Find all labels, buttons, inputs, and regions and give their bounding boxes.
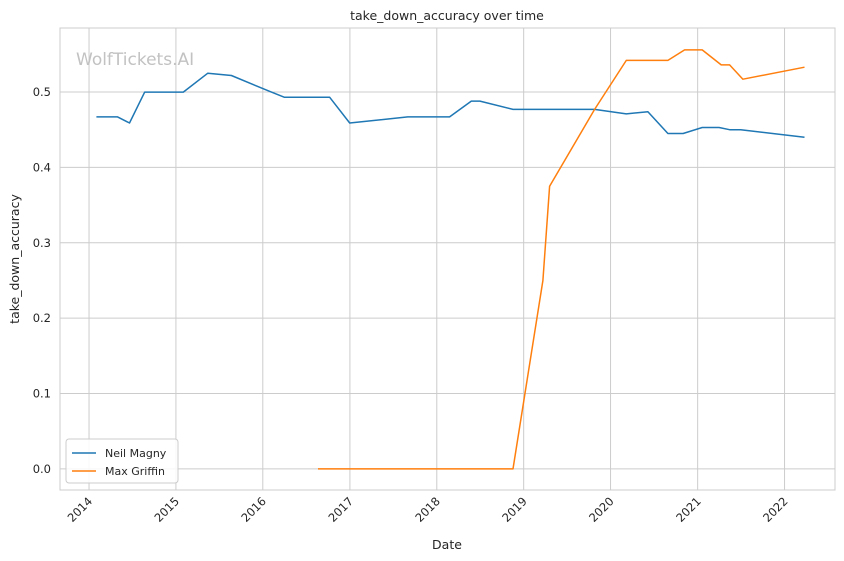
y-tick-label: 0.1 xyxy=(33,387,51,401)
x-tick-label: 2019 xyxy=(499,494,530,525)
x-tick-label: 2016 xyxy=(238,494,269,525)
chart-title: take_down_accuracy over time xyxy=(350,8,544,23)
legend-label: Neil Magny xyxy=(105,447,167,460)
y-tick-label: 0.5 xyxy=(33,85,51,99)
y-axis-title: take_down_accuracy xyxy=(7,194,22,324)
plot-area xyxy=(59,27,836,491)
x-tick-label: 2020 xyxy=(586,494,617,525)
y-tick-label: 0.4 xyxy=(33,160,51,174)
x-tick-label: 2014 xyxy=(65,494,96,525)
series-line-1 xyxy=(318,49,805,470)
x-tick-label: 2018 xyxy=(412,494,443,525)
x-tick-label: 2017 xyxy=(325,494,356,525)
x-tick-label: 2022 xyxy=(760,494,791,525)
series-lines xyxy=(96,49,805,470)
x-tick-label: 2015 xyxy=(151,494,182,525)
x-tick-labels: 2014 2015 2016 2017 2018 2019 2020 2021 2022 xyxy=(65,494,791,525)
x-tick-label: 2021 xyxy=(673,494,704,525)
y-tick-label: 0.0 xyxy=(33,462,51,476)
legend: Neil Magny Max Griffin xyxy=(65,438,179,484)
grid-lines xyxy=(60,28,835,490)
legend-box xyxy=(65,438,179,484)
series-line-0 xyxy=(96,72,805,139)
x-axis-title: Date xyxy=(432,537,462,552)
legend-label: Max Griffin xyxy=(105,465,165,478)
watermark-text: WolfTickets.AI xyxy=(76,50,194,70)
y-tick-label: 0.2 xyxy=(33,311,51,325)
y-tick-labels: 0.0 0.1 0.2 0.3 0.4 0.5 xyxy=(33,85,51,476)
y-tick-label: 0.3 xyxy=(33,236,51,250)
